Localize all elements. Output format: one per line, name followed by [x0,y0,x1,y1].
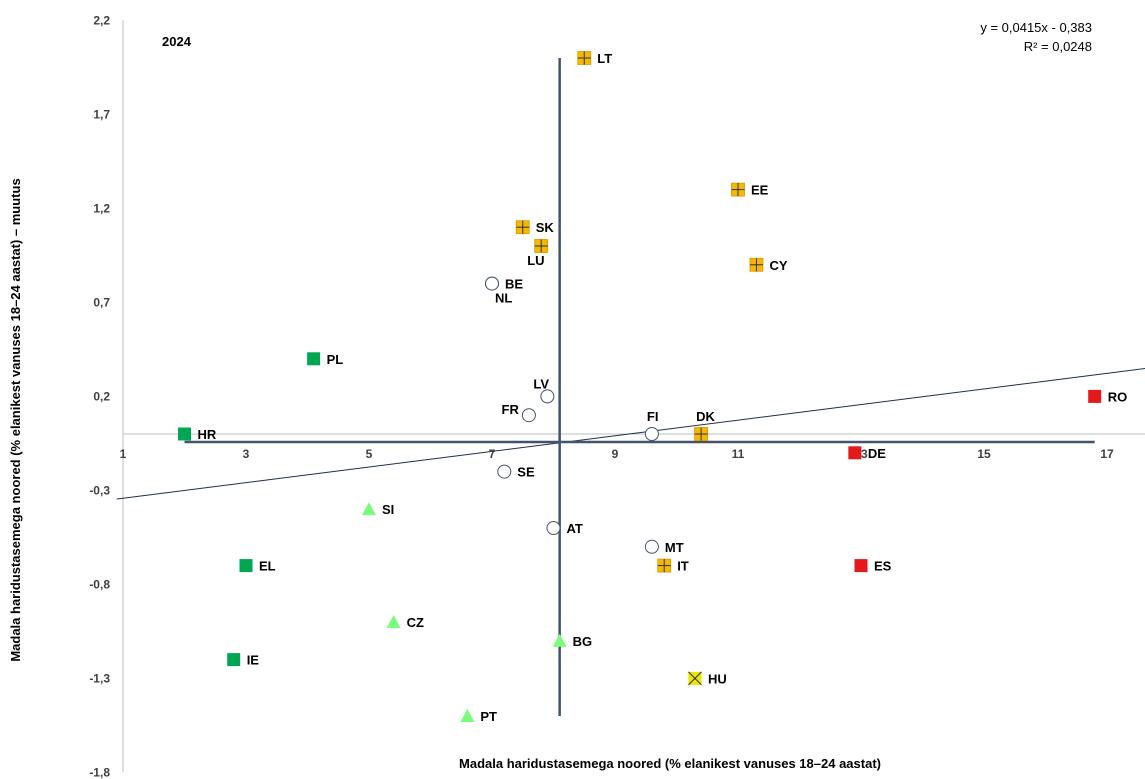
data-point [521,408,536,423]
data-point [485,276,499,291]
marker-circle [485,276,499,291]
x-tick-label: 5 [366,447,373,461]
point-label: HR [198,427,217,442]
marker-green-square [239,559,253,573]
data-point [497,464,512,479]
x-tick-label: 17 [1100,447,1114,461]
x-axis-title: Madala haridustasemega noored (% elanike… [459,756,881,771]
point-label: IE [247,653,260,668]
data-point [552,633,567,647]
point-label: EE [751,183,769,198]
point-label: PT [480,709,497,724]
y-tick-label: 2,2 [93,13,110,27]
marker-x-2 [688,671,702,686]
data-point [540,389,555,404]
marker-circle [540,389,555,404]
data-point [644,539,659,554]
y-tick-label: 0,7 [93,295,110,309]
y-tick-label: -0,8 [89,577,110,591]
x-tick-label: 15 [977,447,991,461]
x-tick-label: 3 [243,447,250,461]
point-label: FR [502,402,520,417]
data-point [515,220,530,235]
data-point [307,352,321,366]
trendline-r2: R² = 0,0248 [1024,39,1092,54]
x-tick-label: 11 [732,447,745,461]
point-label: SK [536,220,555,235]
point-label: SE [517,465,535,480]
data-point [688,671,702,686]
y-tick-label: 1,2 [93,201,110,215]
y-tick-label: -1,3 [89,671,110,685]
point-label: LV [533,376,549,391]
data-point [848,446,862,460]
point-label: PL [327,352,344,367]
data-point [694,427,708,441]
y-tick-label: 1,7 [93,107,110,121]
point-label: RO [1108,389,1128,404]
trendline [116,368,1145,500]
point-label: ES [874,559,892,574]
x-tick-label: 7 [489,447,496,461]
point-label: CY [769,258,787,273]
marker-red-square [854,559,868,573]
y-tick-label: -0,3 [89,483,110,497]
marker-green-square [178,427,191,441]
data-point [749,257,764,272]
data-point [227,653,241,667]
data-point [239,559,253,573]
x-tick-label: 9 [612,447,619,461]
marker-triangle [460,709,475,722]
marker-circle [521,408,536,423]
marker-green-square [307,352,321,366]
data-point [460,709,475,722]
point-label: IT [677,559,689,574]
point-label: EL [259,559,276,574]
y-axis-title: Madala haridustasemega noored (% elanike… [8,178,23,661]
point-label: LU [527,253,544,268]
marker-circle [497,464,512,479]
point-label: HU [708,671,727,686]
x-tick-label: 1 [120,447,127,461]
trendline-equation: y = 0,0415x - 0,383 [980,20,1092,35]
point-label: BG [573,634,593,649]
marker-green-square [227,653,241,667]
marker-circle [644,539,659,554]
y-tick-label: -1,8 [89,765,110,779]
point-label: LT [597,51,612,66]
data-point [644,427,659,441]
data-point [546,521,561,535]
data-point [577,51,592,65]
marker-circle [644,427,659,441]
point-label: DE [868,446,886,461]
point-label: FI [647,409,659,424]
point-label: MT [665,540,684,555]
marker-triangle [362,502,376,516]
point-label: CZ [407,615,424,630]
y-tick-label: 0,2 [93,389,110,403]
chart-title: 2024 [162,34,192,49]
marker-triangle [386,615,401,628]
data-point [178,427,191,441]
data-point [386,615,401,628]
marker-red-square [848,446,862,460]
data-point [362,502,376,516]
point-label: AT [567,521,583,536]
data-point [731,182,745,197]
data-point [1088,389,1102,403]
marker-circle [546,521,561,535]
data-point [657,558,672,573]
marker-triangle [552,633,567,647]
point-label: BE [505,277,523,292]
marker-red-square [1088,389,1102,403]
point-label: SI [382,502,394,517]
point-label: DK [696,409,715,424]
data-point [534,239,549,253]
point-label: NL [495,291,512,306]
data-point [854,559,868,573]
